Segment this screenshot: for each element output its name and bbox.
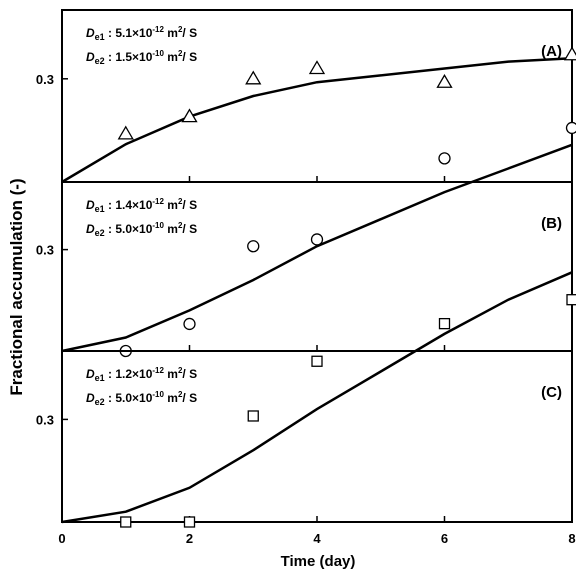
data-point-circle [247, 240, 260, 253]
fit-curve [61, 271, 573, 524]
de2-annotation: De2 : 1.5×10-10 m2/ S [86, 49, 197, 66]
data-point-square [438, 317, 451, 330]
de2-annotation: De2 : 5.0×10-10 m2/ S [86, 390, 197, 407]
data-point-triangle [245, 70, 262, 85]
panel-label: (A) [541, 43, 562, 60]
y-tick-label: 0.3 [36, 72, 54, 87]
data-point-square [120, 516, 132, 528]
data-point-triangle [117, 125, 134, 140]
data-point-triangle [436, 73, 453, 88]
data-point-circle [565, 121, 576, 135]
panel-label: (C) [541, 384, 562, 401]
panel-1: 0.3 De1 : 5.1×10-12 m2/ S De2 : 1.5×10-10 … [36, 9, 576, 184]
y-tick-label: 0.3 [36, 412, 54, 427]
panel-3: 0.3 De1 : 1.2×10-12 m2/ S De2 : 5.0×10-10 … [36, 271, 576, 528]
de1-annotation: De1 : 1.2×10-12 m2/ S [86, 366, 197, 383]
de1-annotation: De1 : 5.1×10-12 m2/ S [86, 25, 197, 42]
de1-annotation: De1 : 1.4×10-12 m2/ S [86, 197, 197, 214]
y-axis-title: Fractional accumulation (-) [7, 178, 26, 395]
x-tick-label: 0 [58, 531, 65, 546]
data-point-triangle [563, 46, 576, 61]
y-tick-label: 0.3 [36, 243, 54, 258]
data-point-circle [183, 317, 196, 331]
x-tick-label: 8 [568, 531, 575, 546]
x-tick-label: 6 [441, 531, 448, 546]
data-point-triangle [308, 60, 326, 75]
data-point-square [247, 410, 259, 422]
x-axis-title: Time (day) [281, 553, 356, 570]
x-tick-label: 2 [186, 531, 193, 546]
data-point-square [566, 294, 576, 306]
x-tick-labels: 0 2 4 6 8 [58, 531, 575, 546]
data-point-circle [310, 233, 324, 246]
fit-curve [61, 56, 573, 184]
panels: 0.3 De1 : 5.1×10-12 m2/ S De2 : 1.5×10-10 … [36, 9, 576, 528]
data-point-square [183, 516, 196, 528]
panel-label: (B) [541, 215, 562, 232]
panel-2: 0.3 De1 : 1.4×10-12 m2/ S De2 : 5.0×10-10 … [36, 121, 576, 358]
data-point-circle [438, 152, 451, 165]
data-point-square [311, 355, 323, 367]
x-tick-label: 4 [313, 531, 321, 546]
data-point-triangle [181, 108, 198, 123]
fit-curve [61, 143, 573, 353]
de2-annotation: De2 : 5.0×10-10 m2/ S [86, 221, 197, 238]
